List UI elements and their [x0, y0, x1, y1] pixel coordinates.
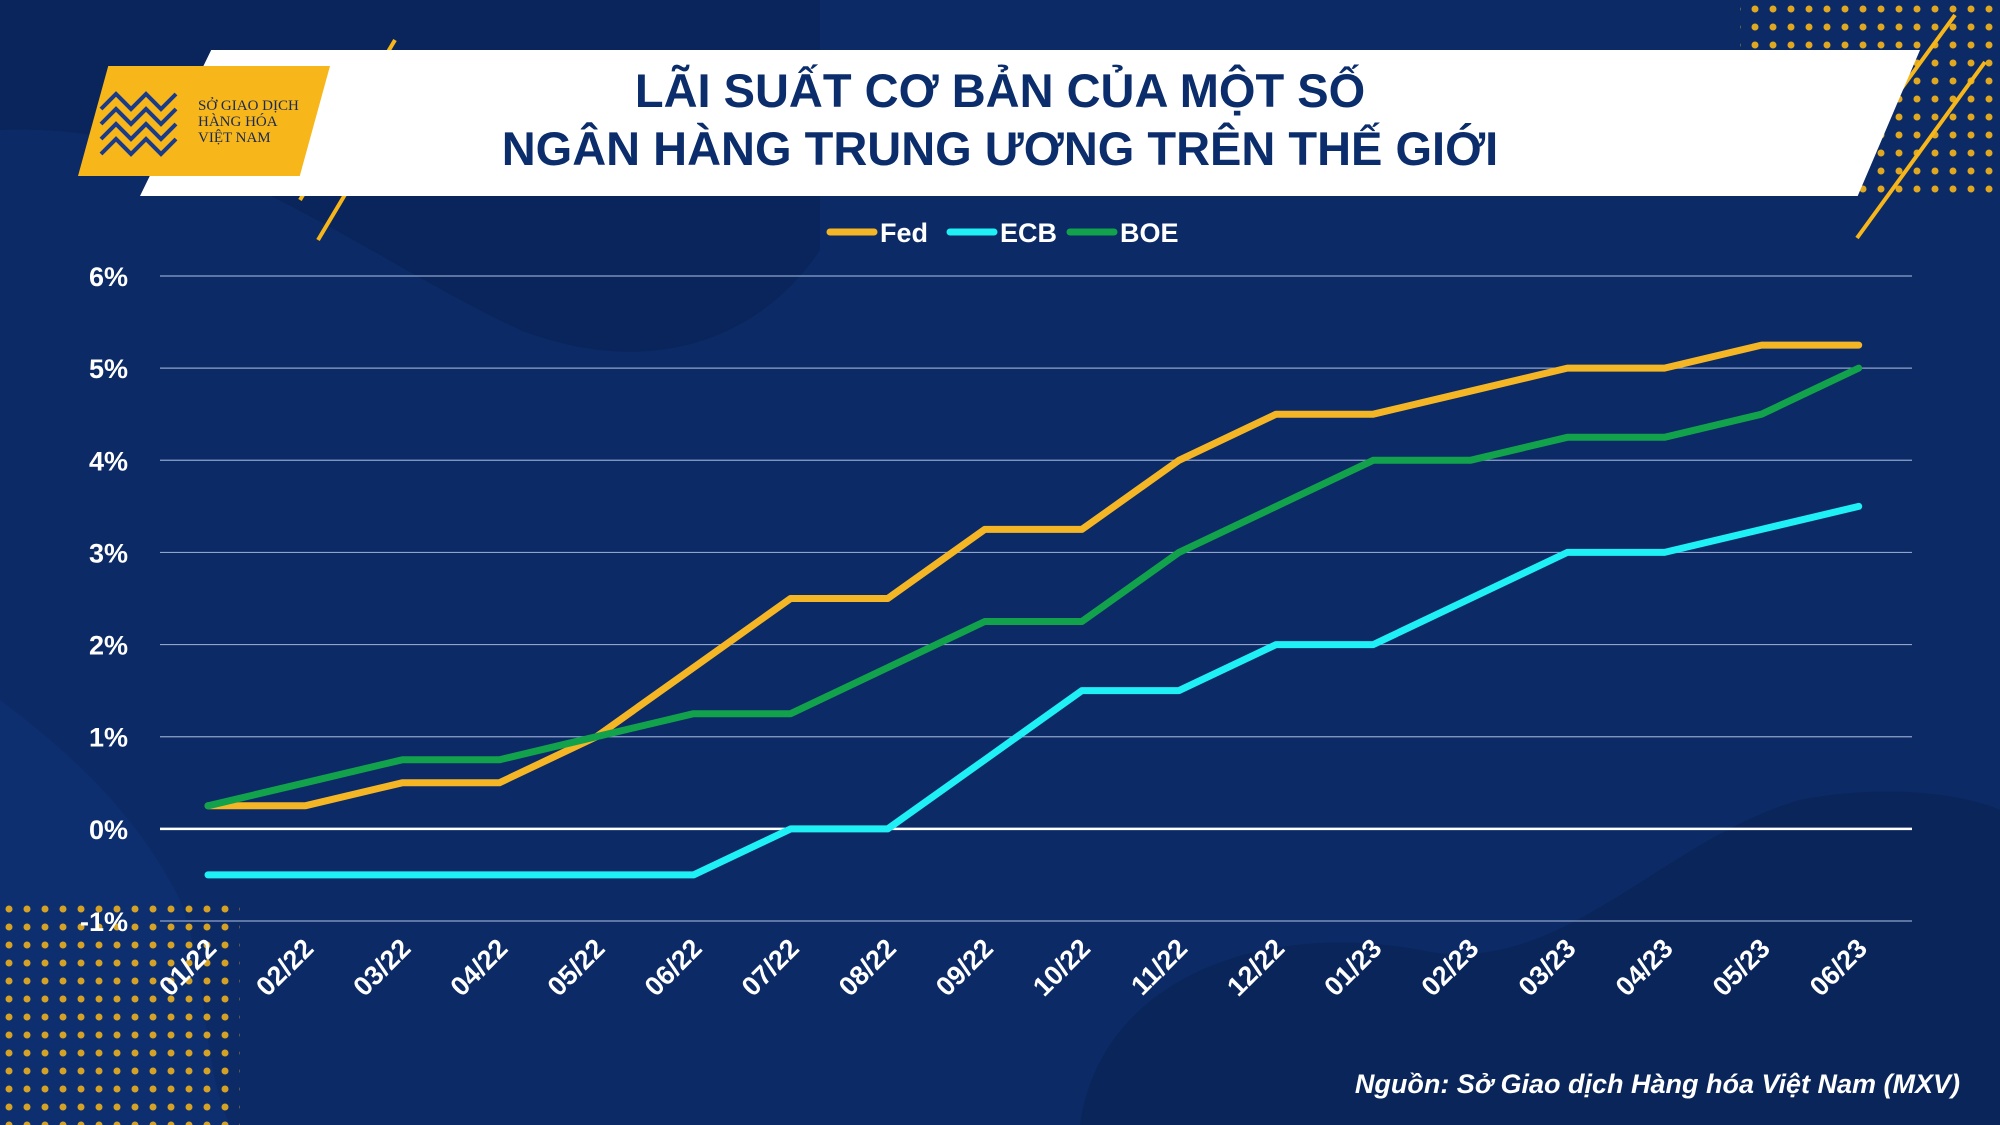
legend-label-boe: BOE	[1120, 218, 1179, 248]
series-line-fed	[204, 341, 1863, 810]
y-tick-label: 3%	[89, 538, 128, 568]
chart-title: LÃI SUẤT CƠ BẢN CỦA MỘT SỐ NGÂN HÀNG TRU…	[0, 62, 2000, 178]
title-line-2: NGÂN HÀNG TRUNG ƯƠNG TRÊN THẾ GIỚI	[501, 122, 1499, 175]
x-tick-label: 12/22	[1221, 933, 1290, 1002]
title-line-1: LÃI SUẤT CƠ BẢN CỦA MỘT SỐ	[634, 64, 1366, 117]
x-tick-label: 04/23	[1610, 933, 1679, 1002]
series-line-boe	[204, 364, 1863, 810]
legend-label-fed: Fed	[880, 218, 928, 248]
y-tick-label: 5%	[89, 354, 128, 384]
x-tick-label: 05/22	[542, 933, 611, 1002]
x-tick-label: 07/22	[736, 933, 805, 1002]
y-tick-label: 1%	[89, 723, 128, 753]
logo-line-3: VIỆT NAM	[198, 130, 271, 146]
y-tick-label: 0%	[89, 815, 128, 845]
logo-line-1: SỞ GIAO DỊCH	[198, 98, 299, 114]
x-tick-label: 11/22	[1125, 933, 1193, 1001]
x-tick-label: 02/23	[1416, 933, 1485, 1002]
logo-line-2: HÀNG HÓA	[198, 114, 278, 130]
mxv-logo-icon	[99, 91, 178, 157]
x-tick-label: 03/23	[1513, 933, 1582, 1002]
x-tick-label: 03/22	[347, 933, 416, 1002]
x-tick-label: 01/23	[1318, 933, 1387, 1002]
x-tick-label: 06/22	[639, 933, 708, 1002]
title-banner	[140, 50, 1920, 196]
x-tick-label: 01/22	[153, 933, 222, 1002]
y-tick-label: -1%	[80, 907, 128, 937]
series-line-ecb	[204, 502, 1863, 879]
x-tick-label: 05/23	[1707, 933, 1776, 1002]
x-tick-label: 06/23	[1804, 933, 1873, 1002]
source-note: Nguồn: Sở Giao dịch Hàng hóa Việt Nam (M…	[1354, 1069, 1960, 1099]
y-tick-label: 4%	[89, 446, 128, 476]
legend-label-ecb: ECB	[1000, 218, 1057, 248]
x-tick-label: 02/22	[250, 933, 319, 1002]
y-tick-label: 2%	[89, 631, 128, 661]
logo-badge	[78, 66, 330, 176]
x-tick-label: 10/22	[1027, 933, 1096, 1002]
y-tick-label: 6%	[89, 262, 128, 292]
x-tick-label: 08/22	[833, 933, 902, 1002]
x-tick-label: 04/22	[445, 933, 514, 1002]
logo-text: SỞ GIAO DỊCH HÀNG HÓA VIỆT NAM	[198, 98, 299, 146]
x-tick-label: 09/22	[930, 933, 999, 1002]
